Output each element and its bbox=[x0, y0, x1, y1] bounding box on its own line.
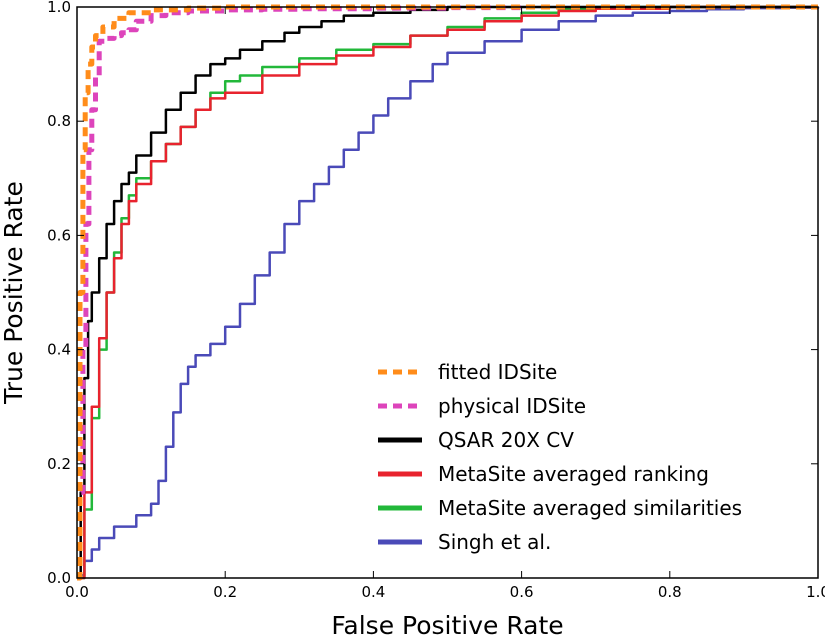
x-tick-label: 0.6 bbox=[510, 583, 534, 601]
legend-label: Singh et al. bbox=[438, 530, 551, 554]
y-tick-label: 0.4 bbox=[47, 341, 71, 359]
series-line-2 bbox=[77, 5, 818, 580]
x-tick-label: 0.4 bbox=[361, 583, 385, 601]
y-tick-label: 0.8 bbox=[47, 112, 71, 130]
legend-label: QSAR 20X CV bbox=[438, 428, 574, 452]
y-axis-title: True Positive Rate bbox=[0, 181, 28, 405]
ticks-layer: 0.0 0.2 0.4 0.6 0.8 1.0 0.0 0.2 0.4 0.6 0.8 1.0 bbox=[47, 0, 825, 601]
legend-label: MetaSite averaged similarities bbox=[438, 496, 742, 520]
y-tick-label: 0.2 bbox=[47, 455, 71, 473]
x-tick-label: 0.8 bbox=[658, 583, 682, 601]
y-tick-label: 1.0 bbox=[47, 0, 71, 16]
plot-frame bbox=[76, 6, 819, 579]
x-tick-label: 0.0 bbox=[65, 583, 89, 601]
legend-label: MetaSite averaged ranking bbox=[438, 462, 709, 486]
x-tick-label: 1.0 bbox=[806, 583, 825, 601]
x-axis-title: False Positive Rate bbox=[331, 611, 563, 638]
y-tick-label: 0.6 bbox=[47, 226, 71, 244]
series-line-3 bbox=[77, 5, 818, 580]
legend: fitted IDSite physical IDSite QSAR 20X CV M… bbox=[378, 360, 742, 554]
y-tick-label: 0.0 bbox=[47, 569, 71, 587]
series-layer bbox=[77, 4, 820, 581]
legend-label: physical IDSite bbox=[438, 394, 586, 418]
series-line-5 bbox=[77, 6, 820, 580]
legend-label: fitted IDSite bbox=[438, 360, 557, 384]
x-tick-label: 0.2 bbox=[213, 583, 237, 601]
series-line-0 bbox=[77, 4, 818, 581]
